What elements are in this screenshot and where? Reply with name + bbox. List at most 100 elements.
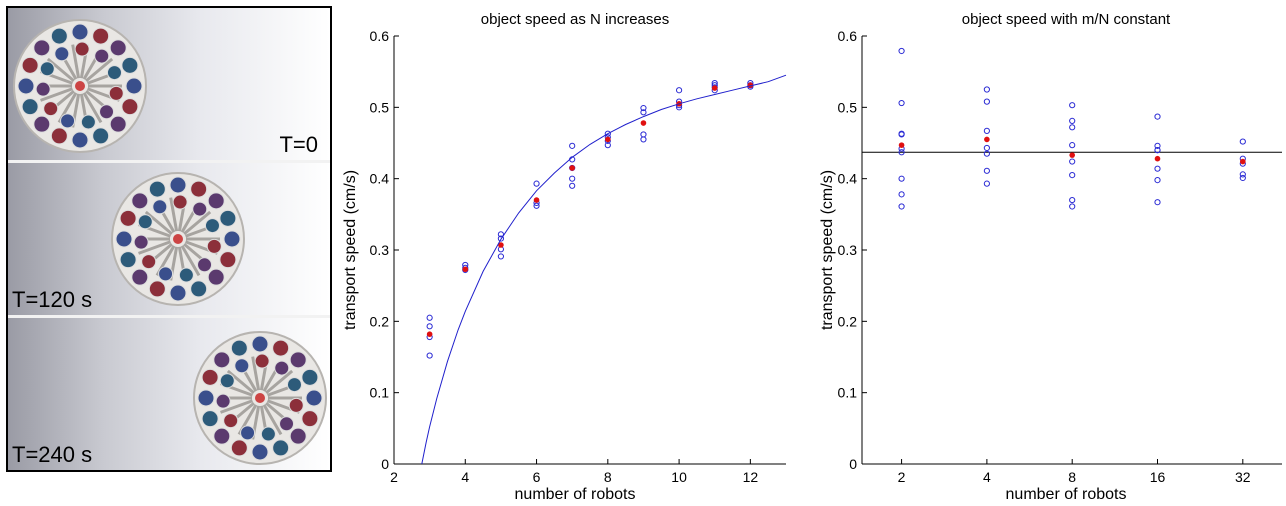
robot	[223, 230, 241, 248]
trial-point	[1154, 199, 1161, 206]
spoke	[265, 369, 294, 395]
trial-point	[898, 131, 905, 138]
y-tick-label: 0.5	[838, 99, 858, 115]
fit-curve	[421, 74, 787, 465]
robot	[119, 209, 137, 227]
y-tick-label: 0.1	[370, 385, 390, 401]
robot	[115, 230, 133, 248]
robot	[234, 358, 250, 374]
robot	[289, 427, 307, 445]
robot	[207, 192, 225, 210]
robot	[50, 27, 68, 45]
robot	[148, 280, 166, 298]
trial-point	[898, 149, 905, 156]
robot	[201, 368, 219, 386]
mean-point	[640, 120, 647, 126]
robot	[201, 410, 219, 428]
trial-point	[983, 180, 990, 187]
mean-point	[984, 136, 990, 143]
mean-point	[1240, 158, 1246, 165]
spoke	[169, 197, 179, 232]
x-tick-label: 4	[983, 469, 991, 485]
trial-point	[426, 314, 433, 321]
y-tick-label: 0.1	[838, 385, 858, 401]
robot-ring-image	[13, 19, 147, 153]
spoke	[138, 240, 171, 255]
x-tick-label: 10	[671, 469, 687, 485]
spoke	[183, 210, 212, 236]
spoke	[46, 57, 75, 83]
y-tick-label: 0.5	[370, 99, 390, 115]
plot-area: 0 0.1 0.2 0.3 0.4 0.5 0.6 2 4 6 8 10 12	[370, 28, 787, 485]
mean-point	[498, 242, 504, 248]
time-label: T=0	[279, 132, 318, 157]
robot	[54, 46, 70, 62]
trial-point	[983, 144, 990, 152]
x-tick-label: 8	[604, 469, 612, 485]
trial-point	[983, 86, 990, 93]
x-tick-label: 8	[1068, 469, 1076, 485]
robot	[207, 268, 225, 286]
trial-point	[898, 47, 905, 55]
mean-point	[898, 142, 905, 148]
robot	[80, 114, 96, 130]
speed-m-over-n-chart: object speed with m/N constant number of…	[819, 11, 1282, 503]
spoke	[226, 369, 255, 395]
robot	[197, 389, 215, 407]
robot	[133, 234, 149, 250]
trial-point	[898, 175, 905, 182]
mean-point	[426, 331, 433, 337]
trial-point	[426, 323, 433, 330]
robot	[288, 397, 304, 413]
robot	[219, 209, 237, 227]
robot	[169, 284, 187, 302]
robot	[71, 131, 89, 149]
robot	[108, 85, 124, 101]
robot	[169, 176, 187, 194]
robot	[109, 39, 127, 57]
photo-frame-t120: T=120 s	[8, 163, 330, 315]
chart-title: object speed with m/N constant	[962, 11, 1171, 28]
trial-point	[1069, 196, 1076, 204]
trial-point	[1069, 203, 1076, 210]
spoke	[40, 87, 73, 102]
trial-point	[569, 182, 576, 189]
trial-point	[497, 231, 505, 238]
trial-point	[533, 202, 540, 209]
robot	[17, 77, 35, 95]
photo-frame-t240: T=240 s	[8, 318, 330, 470]
robot	[158, 266, 174, 282]
robot	[301, 410, 319, 428]
trial-point	[983, 150, 990, 157]
mean-point	[533, 197, 540, 203]
y-tick-label: 0.4	[838, 171, 858, 187]
robot	[272, 339, 290, 357]
trial-point	[1154, 113, 1161, 120]
robot	[197, 257, 213, 273]
robot	[204, 218, 220, 234]
spoke	[251, 356, 261, 391]
robot	[21, 98, 39, 116]
robot	[190, 280, 208, 298]
robot	[33, 115, 51, 133]
time-label: T=240 s	[12, 442, 93, 467]
robot	[230, 339, 248, 357]
robot	[50, 127, 68, 145]
hub	[75, 81, 85, 91]
robot	[131, 268, 149, 286]
trial-point	[497, 235, 505, 242]
trial-point	[675, 87, 683, 94]
trial-point	[983, 167, 990, 174]
mean-point	[711, 85, 718, 91]
trial-point	[533, 180, 540, 187]
trial-point	[640, 109, 647, 116]
y-tick-label: 0	[849, 456, 857, 472]
trial-point	[898, 203, 905, 210]
mean-point	[462, 266, 469, 273]
robot	[178, 267, 194, 283]
trial-point	[604, 130, 611, 137]
trial-point	[1069, 158, 1076, 165]
x-tick-label: 2	[898, 469, 906, 485]
x-tick-label: 6	[533, 469, 541, 485]
robot	[301, 368, 319, 386]
